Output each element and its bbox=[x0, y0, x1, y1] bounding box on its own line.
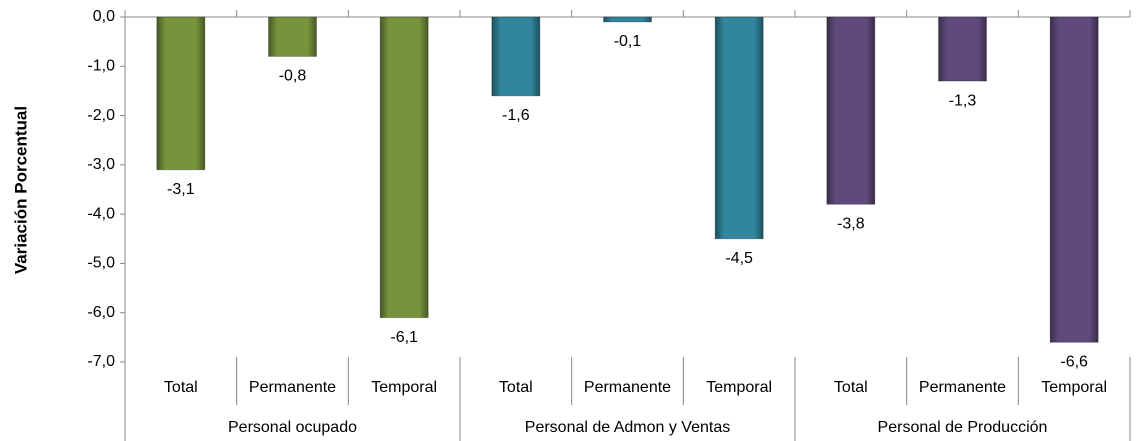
x-tick-label: Permanente bbox=[249, 379, 336, 396]
bar bbox=[268, 16, 317, 57]
y-tick-label: -7,0 bbox=[87, 353, 115, 370]
bar bbox=[826, 16, 876, 205]
group-label: Personal de Producción bbox=[878, 419, 1048, 436]
group-label: Personal ocupado bbox=[228, 419, 357, 436]
y-tick-label: 0,0 bbox=[93, 8, 115, 25]
y-tick-label: -6,0 bbox=[87, 304, 115, 321]
y-tick-label: -1,0 bbox=[87, 58, 115, 75]
bar bbox=[491, 16, 541, 97]
y-axis-label: Variación Porcentual bbox=[11, 106, 30, 274]
bar bbox=[1049, 16, 1099, 343]
bar bbox=[714, 16, 764, 240]
x-tick-label: Temporal bbox=[706, 379, 772, 396]
x-tick-label: Total bbox=[834, 379, 868, 396]
y-tick-label: -5,0 bbox=[87, 255, 115, 272]
data-label: -6,6 bbox=[1060, 354, 1088, 371]
y-tick-label: -2,0 bbox=[87, 107, 115, 124]
x-tick-label: Total bbox=[499, 379, 533, 396]
data-label: -1,3 bbox=[949, 92, 977, 109]
data-label: -6,1 bbox=[390, 329, 418, 346]
group-label: Personal de Admon y Ventas bbox=[525, 419, 730, 436]
x-tick-label: Temporal bbox=[371, 379, 437, 396]
y-tick-label: -3,0 bbox=[87, 156, 115, 173]
data-label: -0,8 bbox=[279, 68, 307, 85]
bar bbox=[938, 16, 987, 82]
data-label: -0,1 bbox=[614, 33, 642, 50]
x-tick-label: Permanente bbox=[584, 379, 671, 396]
bar bbox=[379, 16, 429, 319]
data-label: -3,1 bbox=[167, 181, 195, 198]
x-tick-label: Total bbox=[164, 379, 198, 396]
x-tick-label: Permanente bbox=[919, 379, 1006, 396]
data-label: -4,5 bbox=[725, 250, 753, 267]
x-tick-label: Temporal bbox=[1041, 379, 1107, 396]
bar bbox=[156, 16, 206, 171]
y-tick-label: -4,0 bbox=[87, 205, 115, 222]
bar bbox=[603, 16, 652, 23]
data-label: -1,6 bbox=[502, 107, 530, 124]
data-label: -3,8 bbox=[837, 216, 865, 233]
